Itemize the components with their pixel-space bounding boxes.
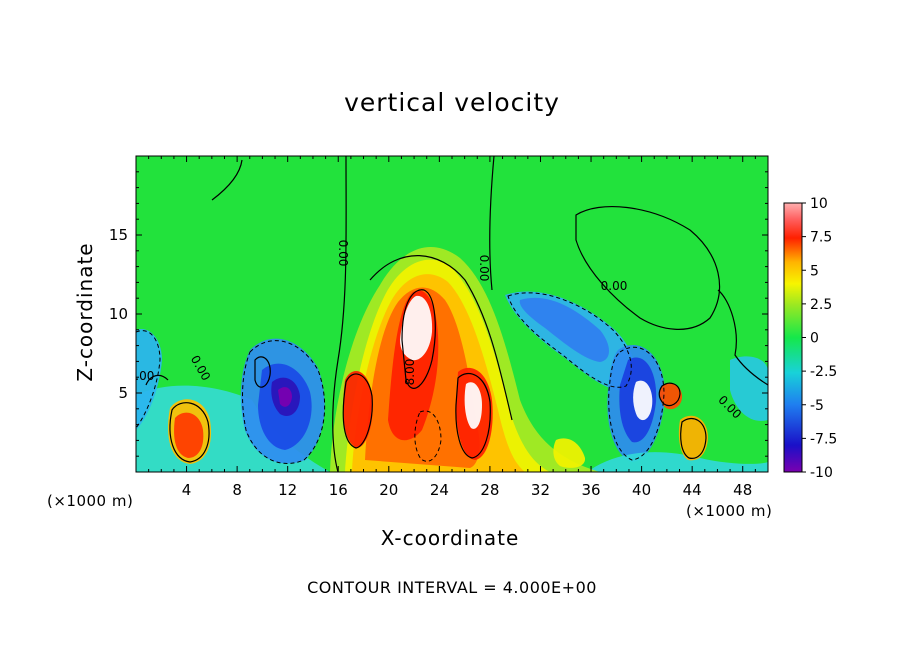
x-tick-label: 8	[232, 481, 242, 499]
contour-line	[575, 206, 721, 330]
contour-line-negative	[414, 410, 442, 462]
y-unit-label: (×1000 m)	[47, 492, 134, 510]
x-tick-label: 20	[379, 481, 398, 499]
x-tick-label: 32	[531, 481, 550, 499]
colorbar-tick-label: -10	[810, 465, 833, 481]
colorbar-ticks: 10 7.5 5 2.5 0 -2.5 -5 -7.5 -10	[802, 196, 837, 481]
colorbar-tick-label: 2.5	[810, 297, 832, 313]
contour-value-label: 0.00	[477, 255, 491, 282]
x-axis-label: X-coordinate	[380, 526, 520, 550]
updraft-core	[464, 382, 482, 429]
x-unit-label: (×1000 m)	[686, 502, 773, 520]
contour-value-label: 8.00	[403, 359, 417, 386]
downdraft-core	[633, 380, 653, 421]
x-tick-label: 16	[329, 481, 348, 499]
contour-line	[342, 373, 373, 449]
y-axis-label: Z-coordinate	[73, 242, 97, 382]
contour-line	[254, 356, 271, 388]
contour-interval-note: CONTOUR INTERVAL = 4.000E+00	[307, 578, 597, 597]
updraft-core	[400, 295, 433, 361]
colorbar	[783, 202, 803, 473]
colorbar-tick-label: -7.5	[810, 431, 837, 447]
x-tick-label: 36	[581, 481, 600, 499]
contour-line	[455, 372, 491, 459]
colorbar-tick-label: 5	[810, 263, 819, 279]
contour-line	[658, 382, 681, 407]
contour-value-label: 0.00	[336, 240, 350, 267]
x-tick-label: 4	[182, 481, 192, 499]
colorbar-tick-label: 7.5	[810, 230, 832, 246]
contour-value-label: 0.00	[128, 369, 155, 383]
x-tick-label: 24	[430, 481, 449, 499]
contour-line	[332, 156, 347, 472]
velocity-field	[136, 156, 768, 472]
contour-line-negative	[608, 346, 665, 461]
y-tick-label: 15	[109, 226, 128, 244]
contour-line	[211, 159, 243, 201]
downdraft-core	[278, 387, 292, 407]
contour-line	[369, 255, 513, 421]
colorbar-tick-label: -5	[810, 398, 824, 414]
updraft-region	[174, 412, 204, 458]
contour-line-negative	[136, 330, 161, 429]
colorbar-tick-label: 0	[810, 331, 819, 347]
contour-line-negative	[507, 292, 632, 388]
contour-line	[717, 289, 768, 386]
updraft-region	[678, 415, 708, 461]
x-tick-label: 48	[733, 481, 752, 499]
updraft-region	[553, 438, 586, 468]
x-tick-label: 12	[278, 481, 297, 499]
contour-line	[145, 374, 169, 386]
y-tick-label: 5	[118, 384, 128, 402]
contour-line	[680, 417, 707, 459]
x-tick-label: 28	[480, 481, 499, 499]
contour-line	[401, 289, 436, 389]
chart-title: vertical velocity	[344, 88, 560, 117]
updraft-region	[343, 371, 373, 448]
contour-line	[169, 402, 210, 463]
x-tick-label: 40	[632, 481, 651, 499]
colorbar-tick-label: 10	[810, 196, 828, 212]
contour-line-negative	[242, 340, 326, 464]
downdraft-region	[590, 452, 768, 472]
contour-lines: 0.000.000.000.000.008.000.00	[128, 156, 768, 472]
downdraft-region	[519, 297, 609, 362]
contour-value-label: 0.00	[601, 279, 628, 293]
x-tick-label: 44	[683, 481, 702, 499]
downdraft-region	[730, 356, 768, 421]
contour-line	[489, 156, 495, 291]
colorbar-tick-label: -2.5	[810, 364, 837, 380]
y-tick-label: 10	[109, 305, 128, 323]
